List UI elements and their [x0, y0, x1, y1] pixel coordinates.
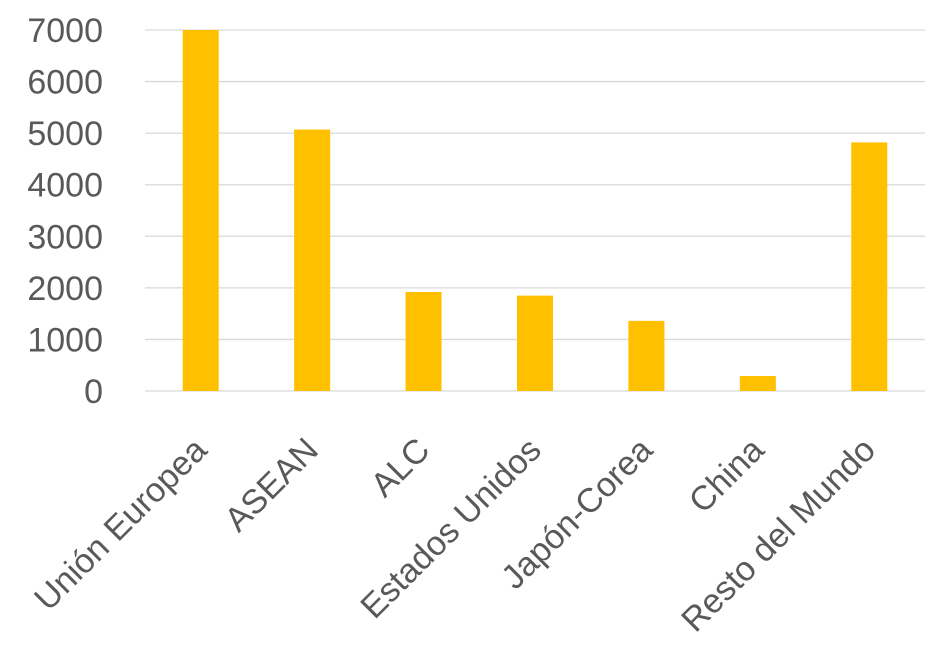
x-category-label-uni-n-europea: Unión Europea	[27, 431, 214, 618]
x-category-label-asean: ASEAN	[217, 431, 325, 539]
y-tick-label-3000: 3000	[27, 218, 103, 256]
bar-uni-n-europea	[182, 30, 219, 391]
y-tick-label-7000: 7000	[27, 12, 103, 50]
x-category-label-china: China	[682, 431, 772, 521]
y-tick-label-4000: 4000	[27, 167, 103, 205]
bar-jap-n-corea	[628, 320, 665, 391]
bar-resto-del-mundo	[851, 142, 888, 391]
y-tick-label-1000: 1000	[27, 321, 103, 359]
y-tick-label-5000: 5000	[27, 115, 103, 153]
y-axis-tick-labels: 0 1000 2000 3000 4000 5000 6000 7000	[27, 12, 103, 411]
gridlines	[145, 29, 925, 392]
x-category-label-resto-del-mundo: Resto del Mundo	[674, 431, 883, 640]
bar-estados-unidos	[517, 295, 553, 391]
y-tick-label-0: 0	[84, 373, 103, 411]
bar-china	[739, 376, 776, 391]
bar-alc	[405, 291, 442, 391]
y-tick-label-2000: 2000	[27, 270, 103, 308]
bars	[182, 30, 888, 392]
y-tick-label-6000: 6000	[27, 64, 103, 102]
x-category-label-alc: ALC	[364, 431, 438, 505]
bar-asean	[294, 129, 331, 392]
